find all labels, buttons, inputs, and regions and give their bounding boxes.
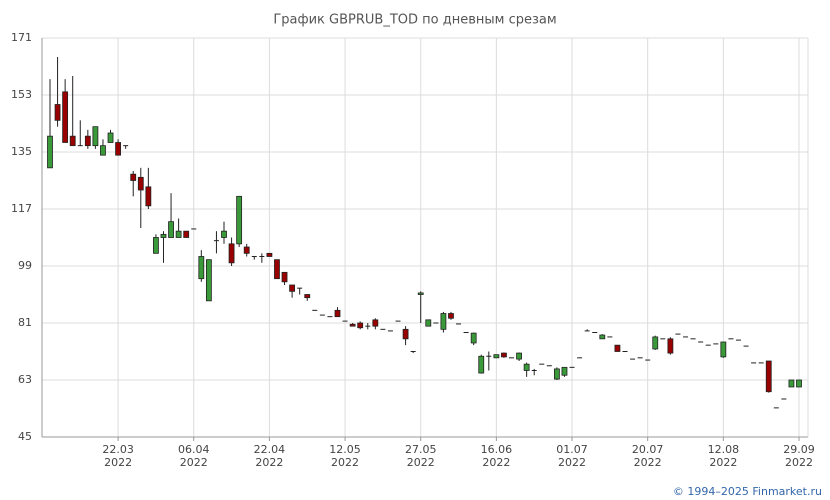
candle-body [47, 135, 53, 169]
y-tick-label: 63 [18, 373, 32, 386]
y-tick-label: 45 [18, 430, 32, 443]
y-tick-label: 153 [11, 88, 32, 101]
candle-body [652, 336, 659, 350]
candle-body [107, 132, 114, 143]
candle-body [349, 323, 356, 327]
x-tick-year: 2022 [785, 456, 813, 469]
candle-body [175, 230, 182, 238]
candle-body [130, 173, 137, 181]
x-tick-year: 2022 [180, 456, 208, 469]
candle-body [168, 221, 174, 238]
candle-body [478, 355, 485, 374]
x-tick-label: 16.06 2022 [481, 443, 513, 469]
candle-body [720, 341, 727, 358]
candle-body [69, 135, 76, 147]
candle-body [221, 230, 227, 238]
candle-body [516, 352, 522, 360]
x-tick-label: 06.04 2022 [178, 443, 210, 469]
y-tick-label: 135 [11, 145, 32, 158]
candle-body [417, 292, 424, 295]
footer: © 1994–2025 Finmarket.ru [673, 485, 822, 498]
candle-body [160, 233, 167, 238]
candle-body [425, 319, 432, 327]
candle-body [523, 363, 530, 371]
candle-body [183, 230, 190, 238]
candle-body [788, 379, 795, 388]
candle-body [281, 271, 288, 283]
x-tick-year: 2022 [407, 456, 435, 469]
candle-body [198, 256, 205, 280]
candle-body [357, 322, 364, 329]
x-tick-date: 22.03 [102, 443, 134, 456]
candle-body [470, 332, 477, 344]
candle-body [62, 91, 69, 143]
x-tick-label: 12.08 2022 [708, 443, 740, 469]
candle-body [402, 328, 409, 340]
x-tick-year: 2022 [634, 456, 662, 469]
x-tick-year: 2022 [255, 456, 283, 469]
x-tick-date: 29.09 [783, 443, 815, 456]
candle-body [228, 243, 235, 264]
x-tick-year: 2022 [709, 456, 737, 469]
chart-title: График GBPRUB_TOD по дневным срезам [273, 13, 556, 28]
x-tick-label: 20.07 2022 [632, 443, 664, 469]
candle-body [100, 145, 106, 156]
candle-body [553, 368, 560, 380]
candle-body [501, 352, 507, 358]
candle-body [334, 309, 341, 318]
candle-body [448, 313, 454, 319]
candle-body [137, 176, 144, 191]
candle-body [289, 284, 296, 292]
x-tick-date: 01.07 [556, 443, 588, 456]
x-tick-label: 27.05 2022 [405, 443, 437, 469]
x-tick-date: 20.07 [632, 443, 664, 456]
x-tick-date: 06.04 [178, 443, 210, 456]
candle-body [243, 246, 250, 254]
candle-body [266, 252, 273, 257]
candle-body [54, 104, 61, 121]
candle-body [274, 259, 280, 280]
x-tick-date: 27.05 [405, 443, 437, 456]
candle-body [236, 195, 243, 245]
candle-body [796, 379, 802, 388]
y-tick-label: 99 [18, 259, 32, 272]
x-tick-date: 12.05 [329, 443, 361, 456]
candle-body [493, 354, 500, 359]
y-tick-label: 81 [18, 316, 32, 329]
candle-body [84, 135, 91, 147]
x-tick-year: 2022 [558, 456, 586, 469]
candle-body [92, 126, 99, 147]
candle-body [614, 344, 621, 352]
candle-body [765, 360, 772, 393]
candle-body [440, 313, 447, 330]
candle-body [145, 186, 152, 207]
x-tick-year: 2022 [331, 456, 359, 469]
x-tick-label: 22.03 2022 [102, 443, 134, 469]
candle-body [153, 237, 159, 254]
x-tick-date: 16.06 [481, 443, 513, 456]
x-tick-year: 2022 [482, 456, 510, 469]
x-tick-date: 22.04 [254, 443, 286, 456]
candle-body [115, 142, 121, 156]
candle-body [205, 259, 212, 302]
x-tick-label: 22.04 2022 [254, 443, 286, 469]
y-tick-label: 117 [11, 202, 32, 215]
candle-body [561, 366, 568, 376]
candle-body [304, 294, 311, 299]
x-tick-label: 12.05 2022 [329, 443, 361, 469]
x-tick-year: 2022 [104, 456, 132, 469]
candle-body [372, 319, 379, 327]
y-tick-label: 171 [11, 31, 32, 44]
candle-body [667, 338, 674, 354]
x-tick-date: 12.08 [708, 443, 740, 456]
candle-body [599, 334, 606, 340]
x-tick-label: 01.07 2022 [556, 443, 588, 469]
x-tick-label: 29.09 2022 [783, 443, 815, 469]
